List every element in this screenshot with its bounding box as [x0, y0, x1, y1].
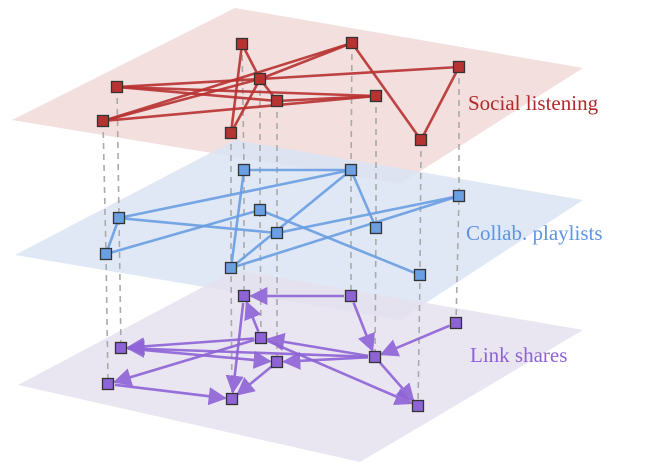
edge — [259, 208, 421, 277]
node — [99, 247, 113, 261]
node — [96, 114, 110, 128]
edge — [116, 85, 377, 98]
node — [101, 377, 115, 391]
node — [225, 392, 239, 406]
edge — [282, 351, 369, 370]
edge — [229, 43, 244, 134]
edge — [352, 302, 375, 353]
edge — [102, 41, 353, 123]
node — [452, 60, 466, 74]
node — [344, 163, 358, 177]
node — [114, 341, 128, 355]
node — [345, 36, 359, 50]
edge — [276, 194, 460, 235]
node — [270, 355, 284, 369]
node — [452, 189, 466, 203]
node — [112, 211, 126, 225]
edge — [230, 194, 460, 270]
node — [413, 268, 427, 282]
layer-label: Link shares — [470, 343, 567, 367]
edge — [127, 347, 272, 369]
edge — [378, 361, 415, 403]
node — [369, 221, 383, 235]
edge — [266, 332, 369, 358]
node — [414, 133, 428, 147]
layer-label: Collab. playlists — [466, 221, 603, 245]
node — [270, 94, 284, 108]
edge — [118, 216, 278, 235]
node — [224, 126, 238, 140]
node — [449, 316, 463, 330]
edge — [230, 168, 352, 270]
node — [344, 289, 358, 303]
node — [224, 261, 238, 275]
node — [254, 331, 268, 345]
node — [235, 37, 249, 51]
layer-plane — [15, 140, 583, 320]
node — [411, 399, 425, 413]
interlayer-link — [350, 42, 353, 296]
edge — [126, 339, 369, 359]
node — [110, 80, 124, 94]
nodes — [96, 36, 466, 413]
node — [368, 350, 382, 364]
edge — [126, 337, 255, 356]
edge — [350, 42, 423, 141]
edge — [259, 65, 460, 81]
edge — [229, 169, 246, 269]
edge — [118, 168, 352, 220]
node — [253, 72, 267, 86]
node — [237, 163, 251, 177]
edge — [276, 94, 377, 103]
edge — [229, 78, 262, 134]
node — [253, 203, 267, 217]
edge — [419, 66, 461, 141]
edge — [225, 302, 245, 394]
edge — [102, 94, 377, 123]
edge — [379, 324, 451, 357]
edge — [266, 339, 414, 406]
layer-label: Social listening — [468, 91, 599, 115]
edge — [114, 383, 227, 406]
node — [270, 226, 284, 240]
edge — [112, 338, 255, 386]
edge — [349, 169, 378, 229]
interlayer-link — [455, 67, 460, 324]
edge — [105, 208, 261, 256]
edge — [244, 300, 262, 332]
node — [369, 89, 383, 103]
layer-plane — [12, 8, 583, 184]
edges — [102, 41, 461, 406]
node — [237, 289, 251, 303]
